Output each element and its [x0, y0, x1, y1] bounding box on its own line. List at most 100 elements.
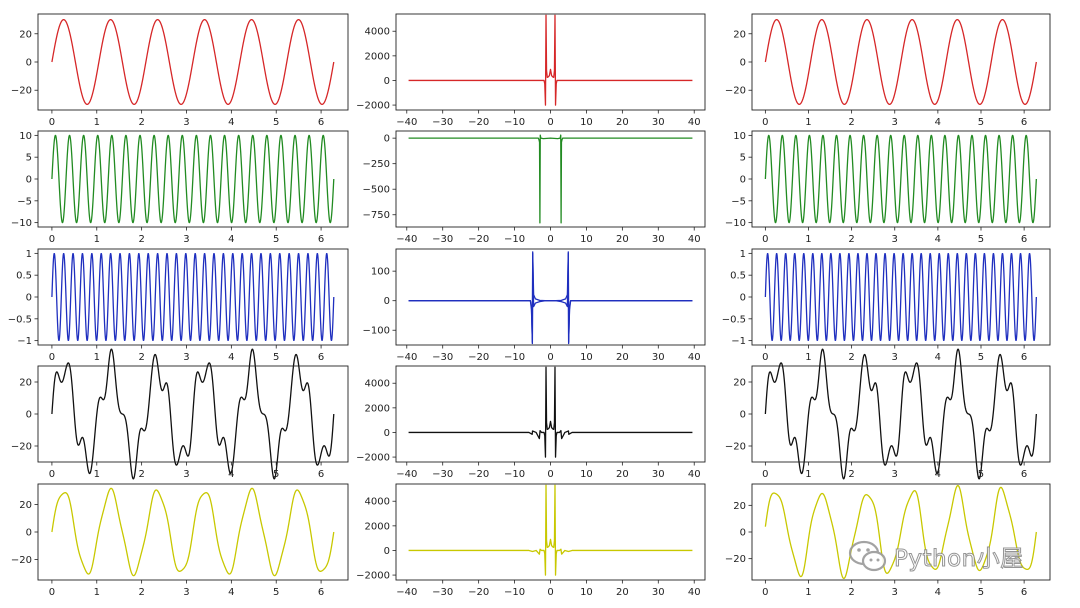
x-tick-label: −10 — [504, 469, 525, 480]
r2c3-reconstruction: 0 1 2 3 4 5 6 −10 −5 0 5 10 — [725, 130, 1051, 245]
x-tick-label: −10 — [504, 352, 525, 363]
y-tick-label: 0 — [384, 134, 390, 145]
r3c3-reconstruction: 0 1 2 3 4 5 6 −1 −0.5 0 0.5 1 — [722, 248, 1051, 363]
x-tick-label: 0 — [547, 587, 553, 598]
x-tick-label: 4 — [228, 587, 234, 598]
y-tick-label: −750 — [363, 210, 390, 221]
x-tick-label: 6 — [1021, 587, 1027, 598]
y-tick-label: 0 — [384, 546, 390, 557]
series-line-0 — [408, 366, 693, 458]
y-tick-label: 5 — [26, 153, 32, 164]
x-tick-label: 20 — [616, 587, 629, 598]
x-tick-label: 1 — [94, 117, 100, 128]
r1c3-reconstruction: 0 1 2 3 4 5 6 −20 0 20 — [725, 13, 1051, 128]
x-tick-label: 0 — [547, 469, 553, 480]
x-tick-label: −20 — [468, 352, 489, 363]
x-tick-label: 5 — [978, 587, 984, 598]
x-tick-label: 1 — [805, 352, 811, 363]
y-tick-label: −20 — [11, 442, 32, 453]
x-tick-label: 5 — [978, 352, 984, 363]
x-tick-label: 4 — [935, 587, 941, 598]
series-line-0 — [764, 484, 1037, 580]
y-tick-label: −250 — [363, 159, 390, 170]
x-tick-label: −20 — [468, 469, 489, 480]
axes-frame — [395, 365, 706, 463]
x-tick-label: 30 — [652, 587, 665, 598]
x-tick-label: 30 — [652, 352, 665, 363]
x-tick-label: 40 — [688, 469, 701, 480]
x-tick-label: 0 — [547, 117, 553, 128]
x-tick-label: 0 — [762, 587, 768, 598]
x-tick-label: 2 — [848, 469, 854, 480]
y-tick-label: −1 — [17, 336, 32, 347]
series-line-0 — [51, 134, 335, 224]
x-tick-label: 2 — [138, 117, 144, 128]
y-tick-label: 100 — [371, 267, 390, 278]
x-tick-label: −10 — [504, 587, 525, 598]
series-line-0 — [408, 251, 693, 345]
x-tick-label: 0 — [547, 234, 553, 245]
x-tick-label: 4 — [228, 117, 234, 128]
x-tick-label: 0 — [49, 352, 55, 363]
x-tick-label: 3 — [892, 352, 898, 363]
axes-frame — [395, 13, 706, 111]
series-line-0 — [764, 252, 1037, 342]
x-tick-label: 6 — [318, 234, 324, 245]
y-tick-label: −10 — [725, 218, 746, 229]
x-tick-label: 5 — [978, 469, 984, 480]
x-tick-label: 10 — [580, 117, 593, 128]
x-tick-label: 40 — [688, 117, 701, 128]
x-tick-label: −40 — [396, 352, 417, 363]
r3c1-signal: 0 1 2 3 4 5 6 −1 −0.5 0 0.5 1 — [8, 248, 349, 363]
x-tick-label: 2 — [848, 587, 854, 598]
y-tick-label: 0.5 — [16, 271, 32, 282]
y-tick-label: −2000 — [356, 453, 390, 464]
series-line-0 — [51, 252, 335, 342]
x-tick-label: 6 — [318, 587, 324, 598]
x-tick-label: 6 — [1021, 117, 1027, 128]
x-tick-label: 5 — [273, 234, 279, 245]
x-tick-label: 0 — [762, 117, 768, 128]
x-tick-label: 3 — [183, 587, 189, 598]
y-tick-label: −20 — [725, 554, 746, 565]
y-tick-label: 4000 — [365, 379, 390, 390]
y-tick-label: 0 — [26, 58, 32, 69]
x-tick-label: 30 — [652, 234, 665, 245]
series-line-0 — [51, 19, 335, 105]
x-tick-label: 0 — [762, 352, 768, 363]
x-tick-label: 10 — [580, 352, 593, 363]
y-tick-label: −1 — [731, 336, 746, 347]
x-tick-label: 4 — [935, 469, 941, 480]
r2c1-signal: 0 1 2 3 4 5 6 −10 −5 0 5 10 — [11, 130, 349, 245]
y-tick-label: 0 — [740, 175, 746, 186]
y-tick-label: −100 — [363, 326, 390, 337]
series-line-0 — [51, 487, 335, 577]
x-tick-label: 2 — [138, 352, 144, 363]
r5c1-signal: 0 1 2 3 4 5 6 −20 0 20 — [11, 483, 349, 598]
y-tick-label: −0.5 — [8, 314, 32, 325]
x-tick-label: 4 — [935, 234, 941, 245]
x-tick-label: 1 — [805, 587, 811, 598]
axes-frame — [395, 483, 706, 581]
x-tick-label: 10 — [580, 234, 593, 245]
y-tick-label: −20 — [11, 86, 32, 97]
r1c2-spectrum: −40 −30 −20 −10 0 10 20 30 40 −2000 0 2000 4000 — [356, 13, 706, 128]
y-tick-label: 4000 — [365, 497, 390, 508]
y-tick-label: −500 — [363, 185, 390, 196]
x-tick-label: 1 — [805, 234, 811, 245]
x-tick-label: −20 — [468, 117, 489, 128]
y-tick-label: 2000 — [365, 403, 390, 414]
r2c2-spectrum: −40 −30 −20 −10 0 10 20 30 40 −750 −500 −250 0 — [363, 130, 706, 245]
x-tick-label: 40 — [688, 352, 701, 363]
r5c2-spectrum: −40 −30 −20 −10 0 10 20 30 40 −2000 0 2000 4000 — [356, 483, 706, 598]
y-tick-label: 0 — [740, 410, 746, 421]
series-line-0 — [51, 348, 335, 480]
x-tick-label: 2 — [848, 352, 854, 363]
y-tick-label: 2000 — [365, 51, 390, 62]
y-tick-label: 1 — [26, 249, 32, 260]
y-tick-label: 0.5 — [730, 271, 746, 282]
x-tick-label: 20 — [616, 117, 629, 128]
